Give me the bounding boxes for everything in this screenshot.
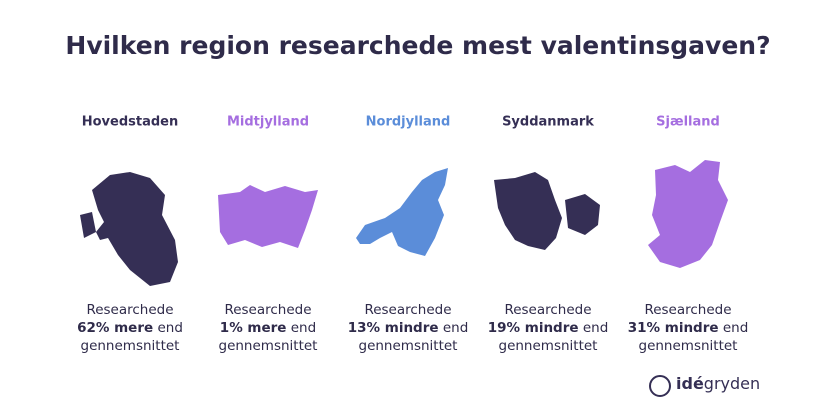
map-shape	[80, 172, 178, 286]
stat-line: 19% mindre end	[488, 320, 609, 336]
text-end: gennemsnittet	[219, 338, 318, 354]
text-before: Researchede	[224, 302, 311, 318]
text-before: Researchede	[364, 302, 451, 318]
map-shape	[648, 160, 728, 268]
text-before: Researchede	[504, 302, 591, 318]
columns: Hovedstaden Researchede 62% mere end gennem…	[77, 115, 748, 355]
region-name: Sjælland	[656, 115, 720, 130]
maps	[80, 160, 728, 286]
highlight: 1% mere	[220, 320, 287, 336]
logo-text: idégryden	[676, 374, 760, 393]
text-before: Researchede	[644, 302, 731, 318]
text-end: gennemsnittet	[81, 338, 180, 354]
region-name: Hovedstaden	[82, 115, 179, 130]
stat-line: 62% mere end	[77, 320, 183, 336]
highlight: 13% mindre	[348, 320, 439, 336]
logo-light: gryden	[704, 374, 760, 393]
logo-bold: idé	[676, 374, 704, 393]
text-end: gennemsnittet	[639, 338, 738, 354]
text-after: end	[157, 320, 182, 336]
title: Hvilken region researchede mest valentin…	[65, 31, 770, 60]
text-before: Researchede	[86, 302, 173, 318]
stat-line: 13% mindre end	[348, 320, 469, 336]
highlight: 62% mere	[77, 320, 153, 336]
logo-icon	[649, 375, 671, 397]
region-name: Midtjylland	[227, 115, 309, 130]
text-after: end	[583, 320, 608, 336]
region-name: Nordjylland	[366, 115, 451, 130]
highlight: 31% mindre	[628, 320, 719, 336]
stat-line: 1% mere end	[220, 320, 316, 336]
map-shape	[356, 168, 448, 256]
map-shape	[218, 185, 318, 248]
text-after: end	[291, 320, 316, 336]
logo: idégryden	[649, 374, 760, 397]
stat-line: 31% mindre end	[628, 320, 749, 336]
highlight: 19% mindre	[488, 320, 579, 336]
text-after: end	[723, 320, 748, 336]
text-after: end	[443, 320, 468, 336]
map-shape	[494, 172, 600, 250]
text-end: gennemsnittet	[359, 338, 458, 354]
text-end: gennemsnittet	[499, 338, 598, 354]
region-name: Syddanmark	[502, 115, 594, 130]
